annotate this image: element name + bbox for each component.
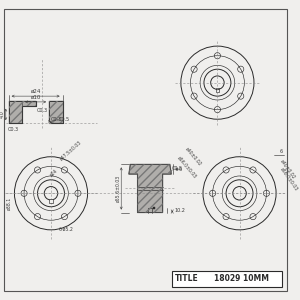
Text: ø40±0.02: ø40±0.02 xyxy=(279,158,296,180)
Text: ø40±0.02: ø40±0.02 xyxy=(184,146,202,167)
Text: ø56.0±0.03: ø56.0±0.03 xyxy=(279,166,298,191)
Bar xyxy=(153,206,155,209)
Text: C0.5: C0.5 xyxy=(59,117,70,122)
Polygon shape xyxy=(49,101,62,123)
Text: TITLE: TITLE xyxy=(175,274,199,284)
Text: ø10: ø10 xyxy=(30,95,41,100)
Text: ø38.1: ø38.1 xyxy=(6,196,11,209)
Bar xyxy=(49,199,53,203)
Text: C0.3: C0.3 xyxy=(8,127,19,132)
Text: 18029 10MM: 18029 10MM xyxy=(214,274,269,284)
Text: ø24: ø24 xyxy=(49,168,59,178)
Bar xyxy=(172,271,282,286)
Polygon shape xyxy=(9,101,36,123)
Text: C0.5: C0.5 xyxy=(172,166,183,171)
Text: ø55.6±0.03: ø55.6±0.03 xyxy=(115,175,120,202)
Text: ø47.5±0.03: ø47.5±0.03 xyxy=(59,140,82,161)
Text: ø56.0±0.03: ø56.0±0.03 xyxy=(176,155,197,179)
Text: 6: 6 xyxy=(280,149,283,154)
Polygon shape xyxy=(129,164,171,212)
Text: ø24: ø24 xyxy=(30,89,41,94)
Text: 10.2: 10.2 xyxy=(174,208,185,213)
Text: 6: 6 xyxy=(179,167,182,172)
Bar xyxy=(216,88,219,92)
Text: C0.3: C0.3 xyxy=(51,117,62,122)
Text: C0.3: C0.3 xyxy=(37,108,48,113)
Text: 4.0: 4.0 xyxy=(0,110,4,118)
Text: 6-ø5.2: 6-ø5.2 xyxy=(59,227,74,232)
Polygon shape xyxy=(49,121,52,123)
